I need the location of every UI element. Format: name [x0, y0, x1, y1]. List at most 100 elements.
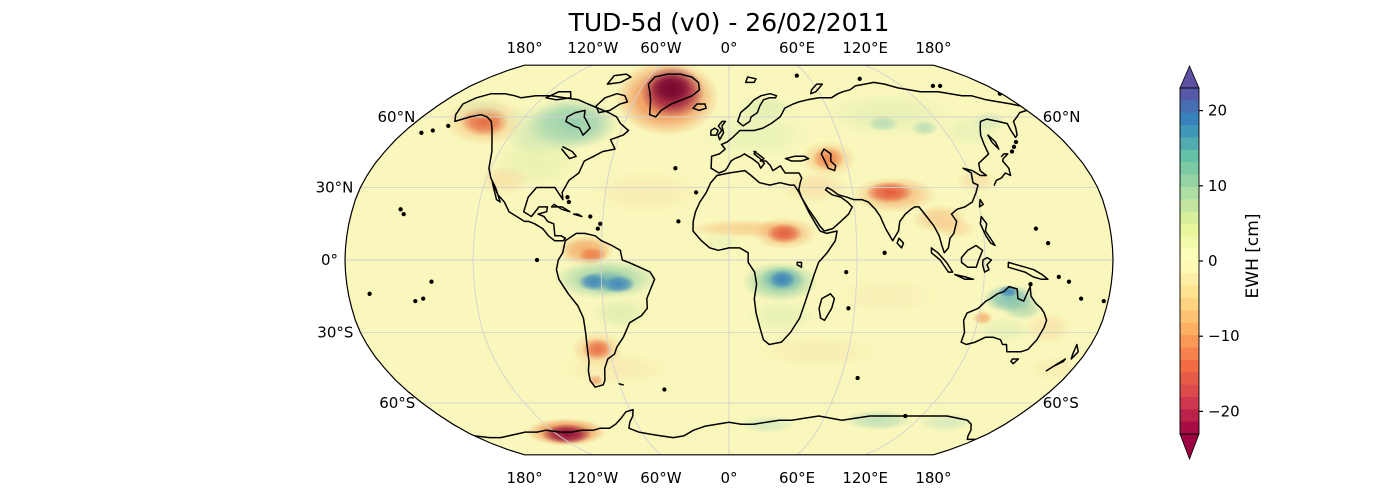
coastline: [979, 215, 996, 247]
colorbar-step: [1180, 322, 1199, 336]
coastline: [454, 92, 630, 242]
island-dot: [1011, 144, 1017, 149]
coastline: [960, 285, 1048, 353]
island-dot: [676, 219, 681, 224]
coastline: [717, 120, 727, 141]
island-dot: [413, 298, 418, 304]
coastline: [1070, 343, 1079, 360]
colorbar-tick-label: 20: [1208, 102, 1227, 120]
coastline: [981, 256, 993, 273]
island-dot: [662, 387, 667, 392]
coastline: [710, 81, 1022, 169]
colorbar-tick-label: 0: [1208, 252, 1218, 270]
island-dot: [937, 83, 943, 89]
coastline: [1045, 358, 1067, 372]
coastline: [820, 148, 837, 172]
island-dot: [1066, 279, 1072, 284]
coastline: [987, 134, 1000, 150]
meridian-line: [600, 65, 662, 455]
colorbar-step: [1180, 421, 1199, 435]
lon-tick-label-bottom: 180°: [915, 469, 951, 487]
lat-tick-label-left: 0°: [321, 251, 338, 269]
colorbar-step: [1180, 248, 1199, 262]
island-dot: [419, 130, 424, 135]
colorbar-step: [1180, 236, 1199, 250]
lon-tick-label-top: 120°E: [842, 39, 888, 57]
lat-tick-label-left: 60°N: [377, 108, 415, 126]
coastline: [744, 76, 757, 84]
island-dot: [1045, 240, 1051, 246]
coastline: [896, 237, 905, 249]
coastline: [647, 73, 701, 118]
meridian-line: [796, 65, 858, 455]
coastline: [572, 213, 583, 218]
coastline: [618, 383, 624, 386]
coastline: [1007, 261, 1049, 281]
coastline: [473, 408, 977, 441]
coastline: [595, 92, 629, 114]
colorbar-step: [1180, 100, 1199, 114]
colorbar-tick-label: −20: [1208, 402, 1240, 420]
colorbar-step: [1180, 285, 1199, 299]
island-dot: [1101, 298, 1106, 304]
colorbar-step: [1180, 162, 1199, 175]
colorbar-step: [1180, 409, 1199, 423]
island-dot: [398, 207, 403, 212]
colorbar-step: [1180, 396, 1199, 410]
colorbar-step: [1180, 112, 1199, 126]
colorbar-step: [1180, 384, 1199, 398]
meridian-line: [865, 65, 986, 455]
lon-tick-label-top: 180°: [507, 39, 543, 57]
colorbar-step: [1180, 298, 1199, 311]
lon-tick-label-bottom: 0°: [720, 469, 737, 487]
island-dot: [421, 296, 426, 301]
colorbar-tick-label: 10: [1208, 177, 1227, 195]
colorbar-step: [1180, 88, 1199, 101]
island-dot: [844, 269, 849, 275]
lon-tick-label-top: 60°W: [640, 39, 682, 57]
island-dot: [794, 73, 799, 78]
colorbar-arrow-up: [1179, 64, 1200, 89]
island-dot: [534, 257, 540, 263]
colorbar-step: [1180, 211, 1199, 225]
map-boundary: [344, 64, 1114, 456]
coastline: [545, 91, 572, 101]
colorbar-step: [1180, 174, 1199, 188]
coastline: [561, 146, 577, 160]
colorbar-step: [1180, 347, 1199, 361]
island-dot: [673, 166, 678, 171]
coastline: [692, 103, 707, 112]
colorbar-step: [1180, 359, 1199, 373]
lon-tick-label-top: 0°: [720, 39, 737, 57]
lon-tick-label-bottom: 120°E: [842, 469, 888, 487]
island-dot: [1056, 274, 1061, 280]
coastline: [692, 169, 838, 346]
coastline: [1010, 358, 1020, 365]
graticule: [345, 65, 1113, 455]
lon-tick-label-bottom: 60°E: [779, 469, 815, 487]
lon-tick-label-bottom: 120°W: [567, 469, 618, 487]
island-dot: [1078, 296, 1084, 301]
island-dot: [565, 195, 570, 200]
plot-title: TUD-5d (v0) - 26/02/2011: [568, 8, 890, 37]
coastline: [930, 247, 954, 273]
lat-tick-label-right: 60°S: [1043, 394, 1079, 412]
lon-tick-label-top: 60°E: [779, 39, 815, 57]
lon-tick-label-top: 120°W: [567, 39, 618, 57]
island-dot: [430, 128, 435, 133]
coastline: [710, 127, 719, 136]
lon-tick-label-bottom: 180°: [507, 469, 543, 487]
colorbar-axis-label: EWH [cm]: [1243, 213, 1263, 299]
colorbar-step: [1180, 223, 1199, 237]
island-dot: [367, 291, 372, 296]
island-dot: [903, 413, 908, 419]
coastline: [565, 109, 591, 136]
lon-tick-label-top: 180°: [915, 39, 951, 57]
island-dot: [693, 190, 699, 195]
island-dot: [1013, 139, 1019, 145]
island-dot: [595, 226, 600, 231]
island-dot: [857, 76, 862, 81]
coastline: [550, 203, 571, 213]
